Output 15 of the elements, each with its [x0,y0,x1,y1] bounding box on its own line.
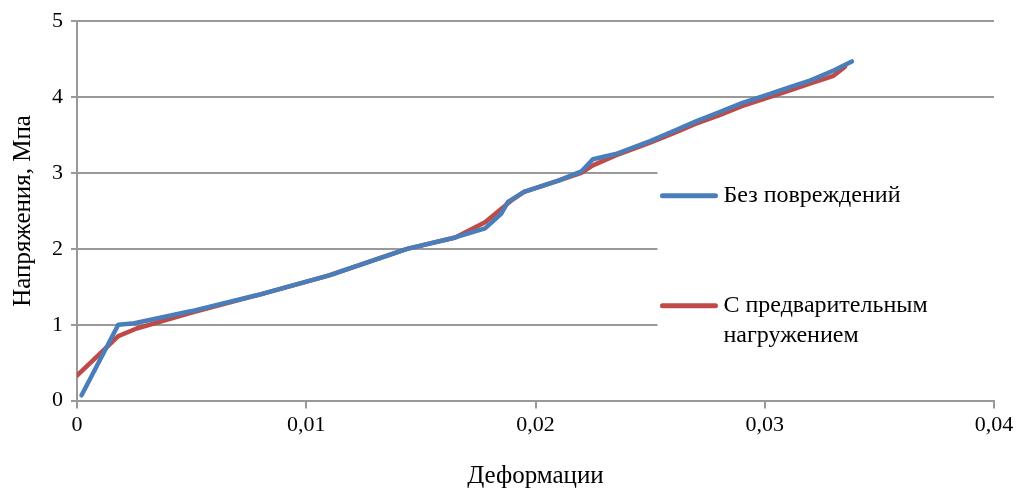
x-tick-label: 0,03 [745,410,784,436]
y-axis-title: Напряжения, Мпа [7,115,35,307]
y-tick-label: 0 [52,386,63,412]
x-tick-label: 0 [71,410,83,436]
y-tick-label: 4 [52,82,63,108]
x-tick-label: 0,04 [974,410,1014,436]
x-tick-label: 0,02 [516,410,555,436]
y-tick-label: 1 [52,310,63,336]
x-axis-title: Деформации [467,460,604,488]
y-tick-label: 5 [52,6,63,32]
x-tick-label: 0,01 [287,410,326,436]
y-tick-label: 3 [52,158,63,184]
legend-label: С предварительным нагружением [723,291,928,348]
legend-label: Без повреждений [723,181,901,208]
y-tick-label: 2 [52,234,63,260]
